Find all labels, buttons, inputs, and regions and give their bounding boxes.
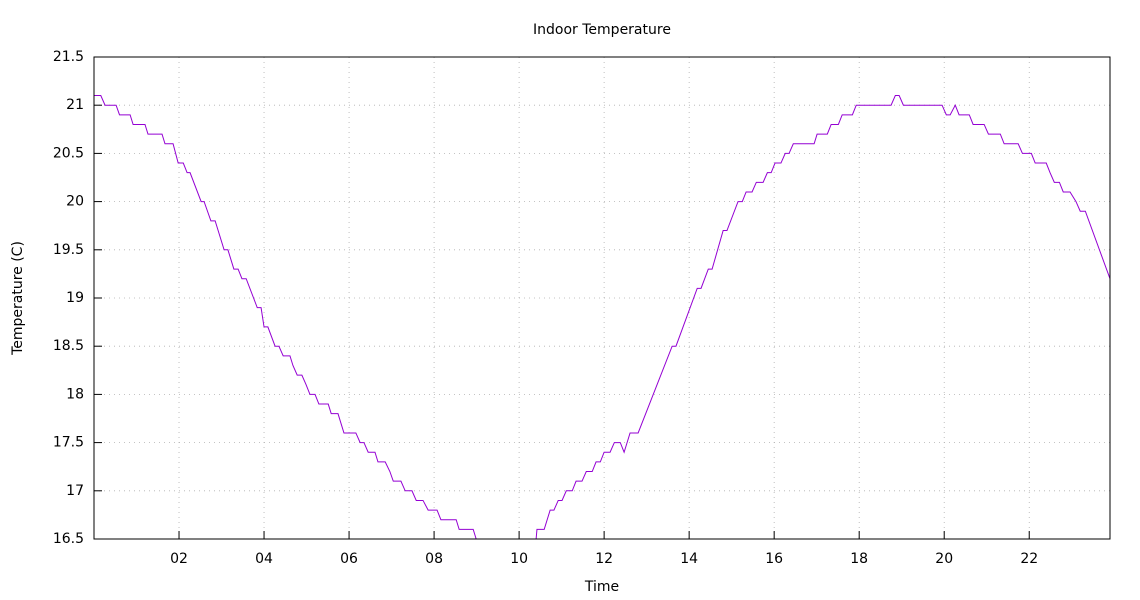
x-tick-label: 18 xyxy=(850,551,868,567)
x-axis-label: Time xyxy=(584,579,619,595)
y-tick-label: 18 xyxy=(66,386,84,402)
plot-frame xyxy=(93,56,1111,540)
x-tick-label: 10 xyxy=(510,551,528,567)
x-tick-label: 20 xyxy=(935,551,953,567)
chart-title: Indoor Temperature xyxy=(533,22,671,38)
y-tick-label: 20.5 xyxy=(53,145,84,161)
y-axis-label: Temperature (C) xyxy=(10,241,26,356)
plot-area xyxy=(94,95,1110,539)
x-tick-label: 08 xyxy=(425,551,443,567)
x-tick-label: 04 xyxy=(255,551,273,567)
y-tick-label: 17 xyxy=(66,483,84,499)
y-tick-label: 21.5 xyxy=(53,49,84,65)
x-tick-label: 22 xyxy=(1020,551,1038,567)
y-tick-label: 18.5 xyxy=(53,338,84,354)
grid xyxy=(94,56,1110,540)
x-tick-label: 16 xyxy=(765,551,783,567)
y-tick-label: 17.5 xyxy=(53,435,84,451)
y-tick-label: 21 xyxy=(66,97,84,113)
data-line xyxy=(94,95,1110,539)
y-tick-label: 19.5 xyxy=(53,242,84,258)
y-tick-label: 16.5 xyxy=(53,531,84,547)
y-tick-label: 19 xyxy=(66,290,84,306)
x-tick-label: 02 xyxy=(170,551,188,567)
x-tick-label: 14 xyxy=(680,551,698,567)
x-tick-label: 06 xyxy=(340,551,358,567)
y-tick-label: 20 xyxy=(66,194,84,210)
x-tick-label: 12 xyxy=(595,551,613,567)
